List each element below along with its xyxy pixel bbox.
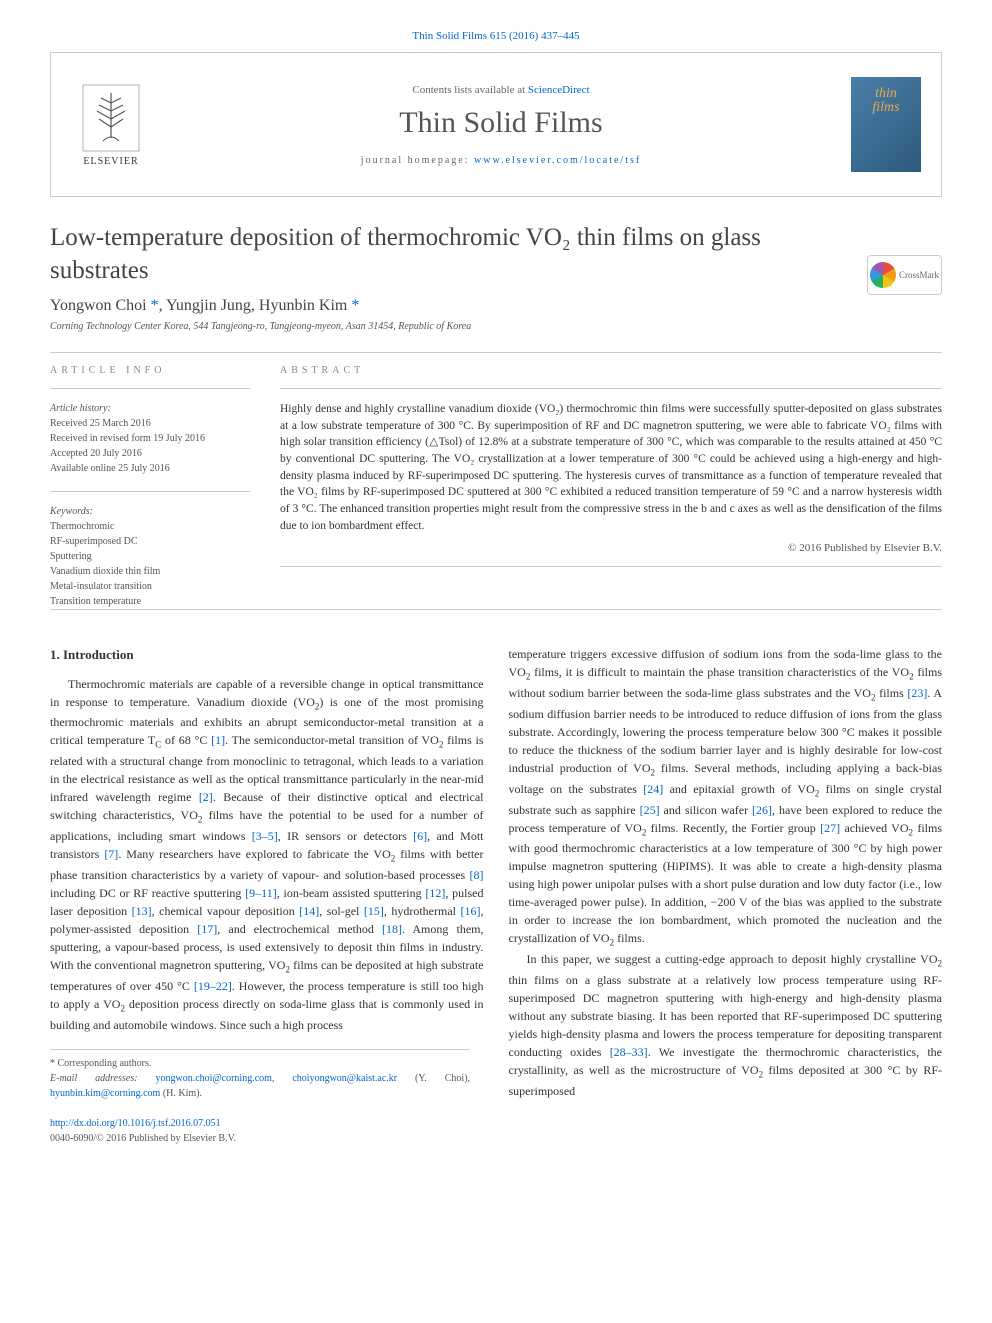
- article-title: Low-temperature deposition of thermochro…: [50, 222, 800, 287]
- intro-paragraph-1: Thermochromic materials are capable of a…: [50, 675, 484, 1034]
- article-history: Article history: Received 25 March 2016 …: [50, 401, 250, 476]
- journal-cover-thumbnail: thin films: [851, 77, 921, 172]
- elsevier-label: ELSEVIER: [83, 156, 138, 167]
- crossmark-label: CrossMark: [899, 270, 939, 280]
- journal-header: ELSEVIER Contents lists available at Sci…: [50, 52, 942, 197]
- article-info-heading: ARTICLE INFO: [50, 365, 250, 376]
- email-link-1[interactable]: yongwon.choi@corning.com: [156, 1073, 272, 1084]
- crossmark-icon: [870, 262, 896, 288]
- keywords: Keywords: Thermochromic RF-superimposed …: [50, 504, 250, 609]
- abstract-text: Highly dense and highly crystalline vana…: [280, 401, 942, 534]
- email-link-3[interactable]: hyunbin.kim@corning.com: [50, 1088, 160, 1099]
- sciencedirect-link[interactable]: ScienceDirect: [528, 84, 590, 96]
- crossmark-badge[interactable]: CrossMark: [867, 255, 942, 295]
- elsevier-tree-icon: [81, 83, 141, 153]
- issue-link[interactable]: Thin Solid Films 615 (2016) 437–445: [412, 30, 579, 42]
- homepage-line: journal homepage: www.elsevier.com/locat…: [151, 155, 851, 166]
- authors: Yongwon Choi *, Yungjin Jung, Hyunbin Ki…: [50, 297, 942, 315]
- doi-block: http://dx.doi.org/10.1016/j.tsf.2016.07.…: [50, 1116, 484, 1146]
- journal-homepage-link[interactable]: www.elsevier.com/locate/tsf: [474, 155, 641, 166]
- journal-title: Thin Solid Films: [151, 106, 851, 140]
- abstract-heading: ABSTRACT: [280, 365, 942, 376]
- contents-line: Contents lists available at ScienceDirec…: [151, 84, 851, 96]
- introduction-heading: 1. Introduction: [50, 645, 484, 665]
- email-link-2[interactable]: choiyongwon@kaist.ac.kr: [292, 1073, 397, 1084]
- article-info-column: ARTICLE INFO Article history: Received 2…: [50, 365, 250, 609]
- affiliation: Corning Technology Center Korea, 544 Tan…: [50, 321, 942, 332]
- divider: [50, 352, 942, 353]
- doi-link[interactable]: http://dx.doi.org/10.1016/j.tsf.2016.07.…: [50, 1118, 221, 1129]
- elsevier-logo: ELSEVIER: [71, 75, 151, 175]
- copyright: © 2016 Published by Elsevier B.V.: [280, 542, 942, 554]
- abstract-column: ABSTRACT Highly dense and highly crystal…: [280, 365, 942, 609]
- body-column-right: temperature triggers excessive diffusion…: [509, 645, 943, 1146]
- corresponding-authors-footer: * Corresponding authors. E-mail addresse…: [50, 1049, 470, 1101]
- intro-paragraph-3: In this paper, we suggest a cutting-edge…: [509, 950, 943, 1100]
- body-column-left: 1. Introduction Thermochromic materials …: [50, 645, 484, 1146]
- intro-paragraph-2: temperature triggers excessive diffusion…: [509, 645, 943, 950]
